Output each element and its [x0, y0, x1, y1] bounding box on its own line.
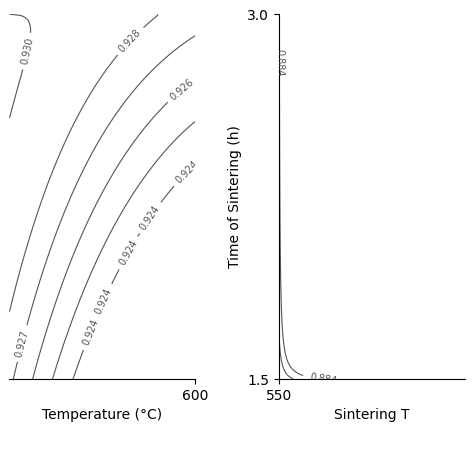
- Text: 0.928: 0.928: [117, 27, 143, 55]
- Text: 0.924: 0.924: [93, 286, 114, 316]
- Text: 0.924: 0.924: [138, 203, 162, 232]
- Text: 0.927: 0.927: [14, 329, 30, 358]
- Text: 0.930: 0.930: [19, 37, 35, 66]
- Text: 0.884: 0.884: [309, 372, 338, 386]
- Y-axis label: Time of Sintering (h): Time of Sintering (h): [228, 125, 242, 268]
- X-axis label: Sintering T: Sintering T: [334, 409, 410, 422]
- Text: 0.884: 0.884: [274, 49, 284, 77]
- Text: 0.924: 0.924: [173, 159, 200, 185]
- Text: 0.924: 0.924: [81, 318, 100, 347]
- Text: 0.924: 0.924: [117, 238, 139, 267]
- Text: 0.926: 0.926: [168, 77, 195, 102]
- X-axis label: Temperature (°C): Temperature (°C): [42, 409, 163, 422]
